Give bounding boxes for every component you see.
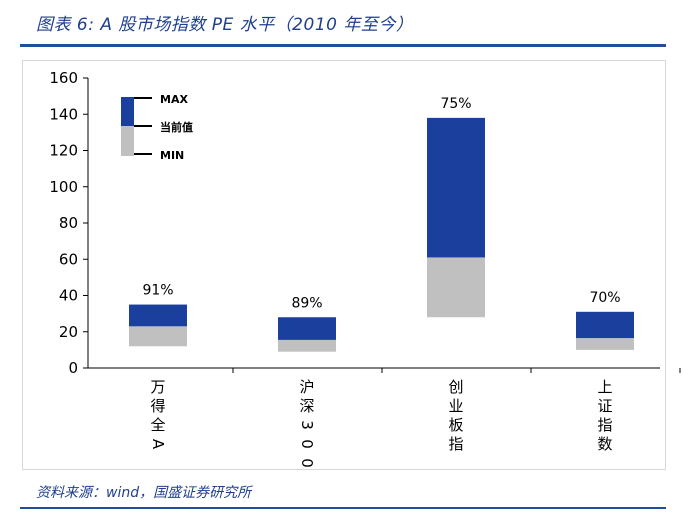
y-tick-label: 60 [59,250,78,268]
x-category-label-char: 板 [448,416,463,434]
y-tick-label: 140 [49,105,78,123]
bar-upper-range [129,304,187,327]
bar-upper-range [576,311,634,339]
y-tick-label: 80 [59,214,78,232]
x-category-label-char: 指 [597,416,612,434]
y-tick-label: 100 [49,178,78,196]
bar-lower-range [278,339,336,352]
x-category-label-char: 得 [150,397,165,415]
legend-label: MAX [160,93,188,106]
legend-swatch-upper [121,97,134,126]
legend-swatch-lower [121,126,134,156]
percentile-label: 75% [440,96,471,112]
legend-label: 当前值 [160,120,193,134]
bar-lower-range [576,338,634,350]
footer-divider [20,507,666,509]
x-category-label-char: 证 [597,397,612,415]
chart-frame [22,60,666,470]
bar-upper-range [278,317,336,340]
bar-lower-range [427,257,485,318]
x-category-label-char: 沪 [299,378,314,396]
y-tick-label: 120 [49,142,78,160]
legend-label: MIN [160,149,184,162]
y-tick-label: 40 [59,287,78,305]
x-category-label-char: A [149,439,167,450]
x-category-label-char: 上 [597,378,612,396]
y-tick-label: 0 [68,359,78,377]
x-category-label-char: 指 [448,435,463,453]
x-category-label-char: 深 [299,397,314,415]
chart-title: 图表 6: A 股市场指数 PE 水平（2010 年至今） [36,15,414,35]
percentile-label: 91% [142,283,173,299]
x-category-label-char: 0 [298,458,316,468]
title-divider [20,44,666,47]
percentile-label: 89% [291,295,322,311]
x-category-label-char: 业 [448,397,463,415]
x-category-label-char: 3 [298,420,316,430]
y-tick-label: 160 [49,69,78,87]
y-tick-label: 20 [59,323,78,341]
x-category-label-char: 全 [150,416,165,434]
source-note: 资料来源：wind，国盛证券研究所 [36,485,252,501]
bar-upper-range [427,117,485,258]
bar-lower-range [129,326,187,347]
x-category-label-char: 万 [150,378,165,396]
x-category-label-char: 创 [448,378,463,396]
x-category-label-char: 数 [597,435,612,453]
percentile-label: 70% [589,290,620,306]
x-category-label-char: 0 [298,439,316,449]
